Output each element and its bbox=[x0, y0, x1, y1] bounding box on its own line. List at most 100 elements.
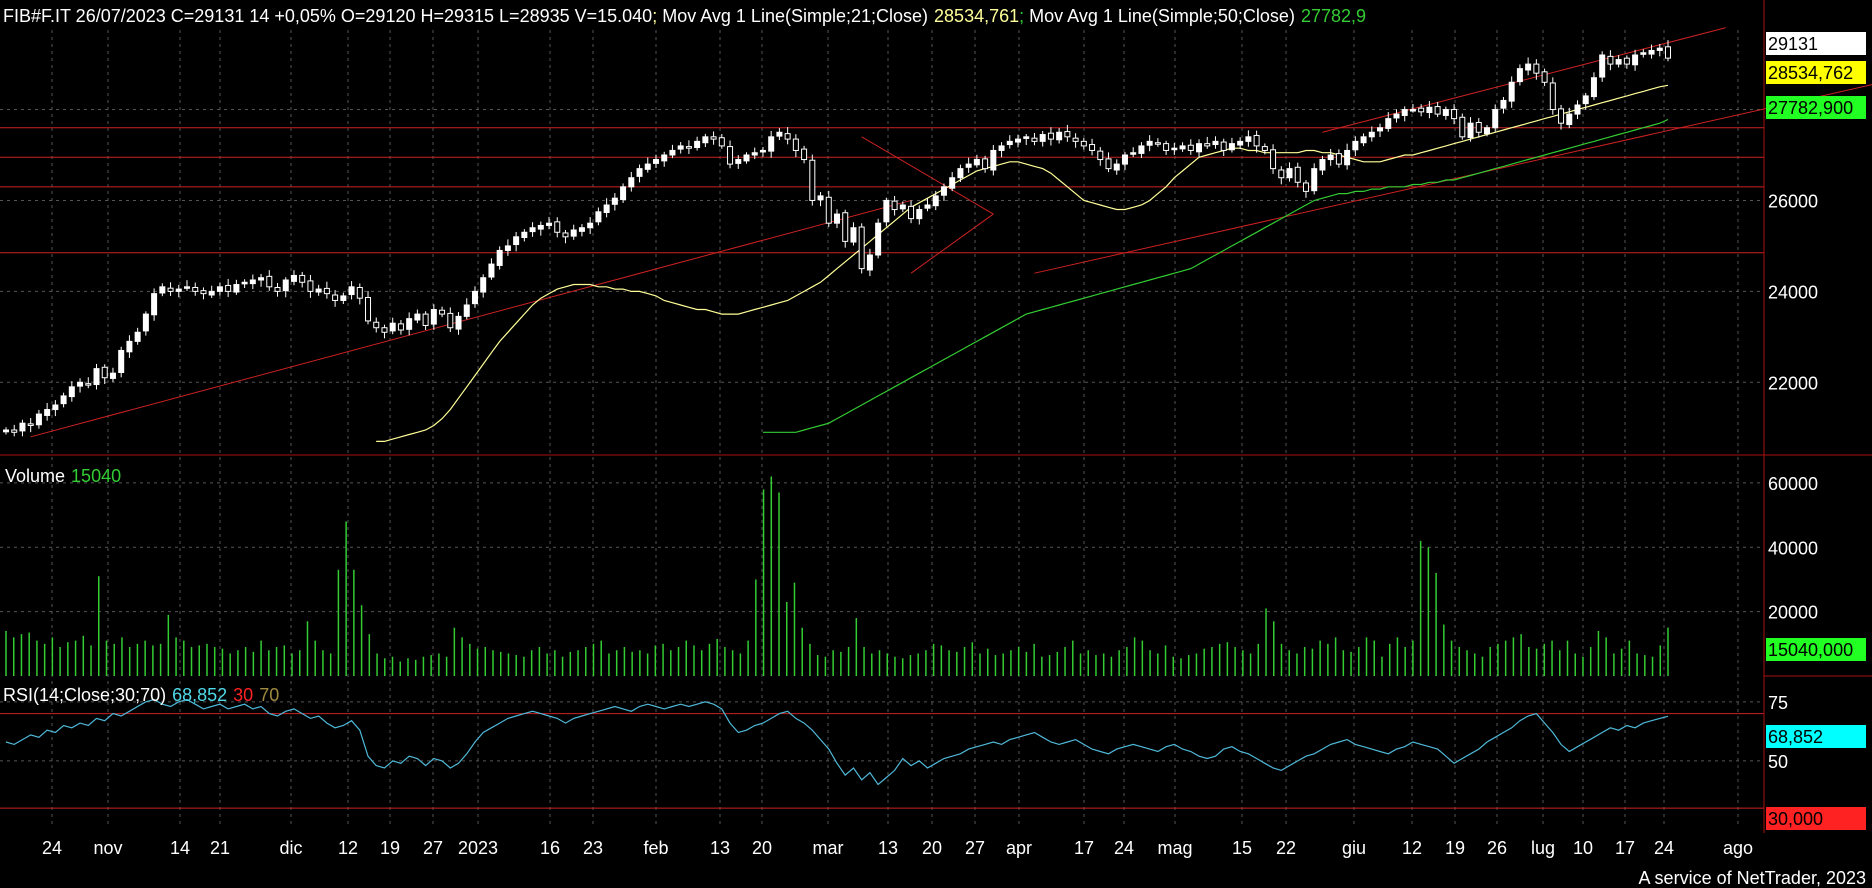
candle-body bbox=[1541, 71, 1548, 83]
trend-line bbox=[861, 136, 994, 215]
price-tick-label: 24000 bbox=[1768, 282, 1818, 302]
trend-line bbox=[910, 213, 994, 274]
volume-label: Volume bbox=[5, 466, 65, 486]
volume-badge-text: 15040,000 bbox=[1768, 640, 1853, 660]
candle-body bbox=[620, 186, 627, 201]
candle-body bbox=[1426, 106, 1433, 114]
candle-body bbox=[595, 211, 602, 223]
candle-body bbox=[455, 315, 462, 330]
rsi-tick-label: 50 bbox=[1768, 752, 1788, 772]
candle-body bbox=[175, 288, 182, 292]
candle-body bbox=[1516, 68, 1523, 83]
rsi-low-badge-bg bbox=[1766, 807, 1866, 830]
candle-body bbox=[537, 224, 544, 230]
candle-body bbox=[1212, 140, 1219, 146]
candle-body bbox=[1508, 81, 1515, 102]
rsi-badge-text: 68,852 bbox=[1768, 727, 1823, 747]
candle-body bbox=[109, 372, 116, 379]
candle-body bbox=[784, 133, 791, 140]
candle-body bbox=[652, 159, 659, 164]
candle-body bbox=[875, 222, 882, 256]
volume-series bbox=[5, 476, 1669, 676]
candle-body bbox=[1319, 159, 1326, 171]
candle-body bbox=[134, 331, 141, 342]
last-price-badge-bg bbox=[1766, 32, 1866, 55]
rsi-low: 30 bbox=[233, 685, 253, 705]
x-tick-label: 23 bbox=[583, 838, 603, 858]
candle-body bbox=[644, 163, 651, 170]
candle-body bbox=[1566, 113, 1573, 126]
candle-body bbox=[636, 168, 643, 177]
candle-body bbox=[1278, 169, 1285, 179]
candle-body bbox=[825, 196, 832, 224]
candle-body bbox=[924, 204, 931, 209]
candle-body bbox=[101, 366, 108, 379]
candle-body bbox=[809, 159, 816, 201]
last-price-badge-text: 29131 bbox=[1768, 34, 1818, 54]
candle-body bbox=[1623, 57, 1630, 65]
candle-body bbox=[1130, 152, 1137, 155]
candle-body bbox=[151, 293, 158, 316]
rsi-value: 68,852 bbox=[172, 685, 227, 705]
x-tick-label: feb bbox=[643, 838, 668, 858]
candle-body bbox=[1080, 140, 1087, 147]
candle-body bbox=[685, 146, 692, 149]
ma21-value: 28534,761 bbox=[934, 6, 1019, 26]
candle-body bbox=[233, 284, 240, 293]
x-tick-label: 27 bbox=[423, 838, 443, 858]
rsi-high: 70 bbox=[259, 685, 279, 705]
candle-body bbox=[1533, 63, 1540, 74]
candle-body bbox=[1056, 131, 1063, 141]
candle-body bbox=[677, 145, 684, 150]
ma21-line bbox=[376, 84, 1669, 442]
candle-body bbox=[702, 136, 709, 144]
ma21-badge-text: 28534,762 bbox=[1768, 63, 1853, 83]
candle-body bbox=[866, 254, 873, 271]
candle-body bbox=[1599, 54, 1606, 78]
candle-body bbox=[661, 154, 668, 162]
price-legend: FIB#F.IT 26/07/2023 C=29131 14 +0,05% O=… bbox=[3, 6, 1366, 26]
candle-body bbox=[27, 423, 34, 426]
candle-body bbox=[1064, 131, 1071, 138]
candle-body bbox=[208, 290, 215, 296]
candle-body bbox=[1171, 147, 1178, 151]
x-tick-label: 2023 bbox=[458, 838, 498, 858]
candle-body bbox=[751, 152, 758, 156]
candle-body bbox=[1492, 109, 1499, 129]
candle-body bbox=[1105, 158, 1112, 170]
x-tick-label: 26 bbox=[1487, 838, 1507, 858]
candle-body bbox=[1632, 54, 1639, 66]
candle-body bbox=[1377, 127, 1384, 132]
candle-body bbox=[241, 281, 248, 285]
volume-tick-label: 60000 bbox=[1768, 474, 1818, 494]
candle-body bbox=[792, 138, 799, 151]
candle-body bbox=[299, 274, 306, 283]
rsi-legend: RSI(14;Close;30;70) 68,852 30 70 bbox=[3, 685, 279, 705]
candle-body bbox=[759, 149, 766, 153]
x-tick-label: giu bbox=[1342, 838, 1366, 858]
candle-body bbox=[1656, 47, 1663, 51]
candle-body bbox=[1237, 140, 1244, 146]
candle-body bbox=[554, 221, 561, 233]
ma21-badge-bg bbox=[1766, 61, 1866, 84]
candle-body bbox=[916, 209, 923, 220]
footer-credit: A service of NetTrader, 2023 bbox=[1639, 868, 1866, 888]
candle-body bbox=[710, 136, 717, 140]
candle-body bbox=[35, 413, 42, 426]
candle-body bbox=[1665, 46, 1671, 59]
candle-body bbox=[1031, 137, 1038, 142]
x-tick-label: dic bbox=[279, 838, 302, 858]
candle-body bbox=[842, 212, 849, 242]
x-tick-label: ago bbox=[1723, 838, 1753, 858]
candle-body bbox=[430, 309, 437, 325]
candle-body bbox=[1294, 166, 1301, 183]
candle-body bbox=[1015, 138, 1022, 143]
candle-body bbox=[1467, 122, 1474, 138]
candle-body bbox=[1286, 168, 1293, 179]
candle-body bbox=[356, 287, 363, 299]
candle-body bbox=[982, 158, 989, 170]
trend-line bbox=[30, 199, 912, 438]
rsi-low-badge-text: 30,000 bbox=[1768, 809, 1823, 829]
candle-body bbox=[266, 275, 273, 288]
candle-body bbox=[1393, 113, 1400, 119]
